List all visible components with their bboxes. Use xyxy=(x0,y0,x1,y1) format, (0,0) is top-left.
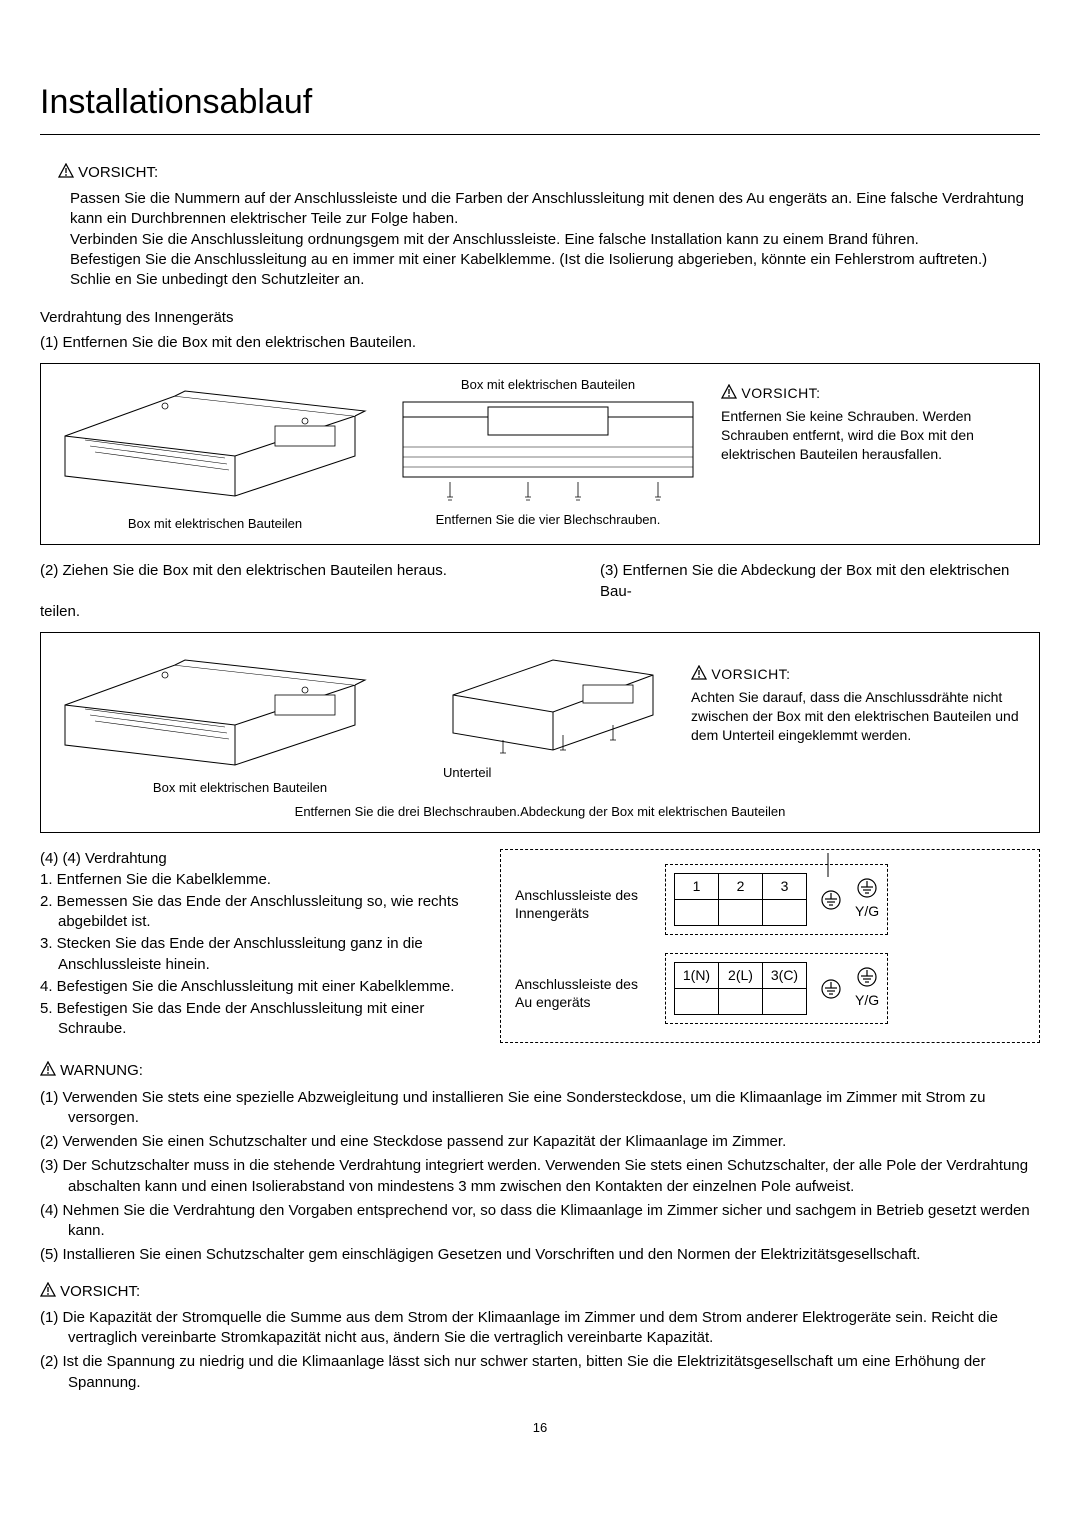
terminal-cell: 3(C) xyxy=(763,963,807,989)
page-title: Installationsablauf xyxy=(40,80,1040,135)
indoor-terminal-box: 1 2 3 Y/G xyxy=(665,864,888,935)
fig1-vorsicht-text: Entfernen Sie keine Schrauben. Werden Sc… xyxy=(721,407,1025,464)
terminal-cell: 2(L) xyxy=(719,963,763,989)
fig2-bottom-label: Entfernen Sie die drei Blechschrauben.Ab… xyxy=(55,803,1025,821)
page-number: 16 xyxy=(40,1419,1040,1437)
warnung-item: (1) Verwenden Sie stets eine spezielle A… xyxy=(40,1088,1040,1129)
earth-icon xyxy=(857,967,877,987)
fig1-bottom-label: Entfernen Sie die vier Blechschrauben. xyxy=(436,511,661,529)
wiring-heading: Verdrahtung des Innengeräts xyxy=(40,308,1040,328)
unit-front-illustration xyxy=(398,397,698,507)
terminal-cell: 2 xyxy=(719,874,763,900)
outdoor-terminal-table: 1(N) 2(L) 3(C) xyxy=(674,962,807,1015)
warning-icon xyxy=(40,1061,56,1076)
fig2-vorsicht-text: Achten Sie darauf, dass die Anschlussdrä… xyxy=(691,688,1025,745)
fig1-top-label: Box mit elektrischen Bauteilen xyxy=(461,376,635,394)
caution1-line: Schlie en Sie unbedingt den Schutzleiter… xyxy=(70,270,1040,290)
yg-label: Y/G xyxy=(855,902,879,921)
unit-iso-illustration-2 xyxy=(55,645,375,775)
caution2-label: VORSICHT: xyxy=(60,1283,140,1300)
fig1-vorsicht-label: VORSICHT: xyxy=(741,385,820,401)
terminal-cell: 1 xyxy=(675,874,719,900)
step4-item: 4. Befestigen Sie die Anschlussleitung m… xyxy=(40,977,470,997)
earth-icon xyxy=(857,878,877,898)
earth-icon xyxy=(821,890,841,910)
warnung-item: (3) Der Schutzschalter muss in die stehe… xyxy=(40,1156,1040,1197)
unit-iso-illustration-3 xyxy=(443,645,663,760)
step-3a: (3) Entfernen Sie die Abdeckung der Box … xyxy=(600,562,1009,599)
outdoor-terminal-box: 1(N) 2(L) 3(C) Y/G xyxy=(665,953,888,1024)
terminal-cell: 3 xyxy=(763,874,807,900)
caution2-item: (2) Ist die Spannung zu niedrig und die … xyxy=(40,1352,1040,1393)
caution1-line: Passen Sie die Nummern auf der Anschluss… xyxy=(70,189,1040,230)
warning-icon xyxy=(58,163,74,178)
step-4-head: (4) (4) Verdrahtung xyxy=(40,849,470,869)
earth-icon xyxy=(821,979,841,999)
step4-item: 3. Stecken Sie das Ende der Anschlusslei… xyxy=(40,934,470,975)
terminal-cell: 1(N) xyxy=(675,963,719,989)
warnung-item: (5) Installieren Sie einen Schutzschalte… xyxy=(40,1245,1040,1265)
indoor-terminal-label: Anschlussleiste des Innengeräts xyxy=(515,864,655,922)
step-4-list: 1. Entfernen Sie die Kabelklemme. 2. Bem… xyxy=(40,870,470,1040)
warning-icon xyxy=(40,1282,56,1297)
fig2-left-label: Box mit elektrischen Bauteilen xyxy=(153,779,327,797)
step4-item: 2. Bemessen Sie das Ende der Anschlussle… xyxy=(40,892,470,933)
lead-line xyxy=(826,851,846,889)
caution1-line: Befestigen Sie die Anschlussleitung au e… xyxy=(70,250,1040,270)
caution-block-1: VORSICHT: Passen Sie die Nummern auf der… xyxy=(40,163,1040,291)
step4-item: 5. Befestigen Sie das Ende der Anschluss… xyxy=(40,999,470,1040)
fig2-mid-label: Unterteil xyxy=(443,764,491,782)
figure-box-2: Box mit elektrischen Bauteilen Unterteil… xyxy=(40,632,1040,833)
warnung-item: (2) Verwenden Sie einen Schutzschalter u… xyxy=(40,1132,1040,1152)
caution-block-2: VORSICHT: (1) Die Kapazität der Stromque… xyxy=(40,1282,1040,1393)
warning-icon xyxy=(721,384,737,399)
warnung-block: WARNUNG: (1) Verwenden Sie stets eine sp… xyxy=(40,1061,1040,1265)
warning-icon xyxy=(691,665,707,680)
indoor-terminal-table: 1 2 3 xyxy=(674,873,807,926)
step-2: (2) Ziehen Sie die Box mit den elektrisc… xyxy=(40,562,447,579)
caution1-label: VORSICHT: xyxy=(78,164,158,181)
fig2-vorsicht-label: VORSICHT: xyxy=(711,666,790,682)
outdoor-terminal-label: Anschlussleiste des Au engeräts xyxy=(515,953,655,1011)
step-3b: teilen. xyxy=(40,602,1040,622)
figure-box-1: Box mit elektrischen Bauteilen Box mit e… xyxy=(40,363,1040,546)
fig1-left-label: Box mit elektrischen Bauteilen xyxy=(128,515,302,533)
warnung-item: (4) Nehmen Sie die Verdrahtung den Vorga… xyxy=(40,1201,1040,1242)
yg-label: Y/G xyxy=(855,991,879,1010)
terminal-diagram: Anschlussleiste des Innengeräts 1 2 3 xyxy=(500,849,1040,1043)
step-1: (1) Entfernen Sie die Box mit den elektr… xyxy=(40,333,1040,353)
unit-iso-illustration xyxy=(55,376,375,511)
caution2-item: (1) Die Kapazität der Stromquelle die Su… xyxy=(40,1308,1040,1349)
warnung-label: WARNUNG: xyxy=(60,1062,143,1079)
caution1-line: Verbinden Sie die Anschlussleitung ordnu… xyxy=(70,230,1040,250)
step4-item: 1. Entfernen Sie die Kabelklemme. xyxy=(40,870,470,890)
